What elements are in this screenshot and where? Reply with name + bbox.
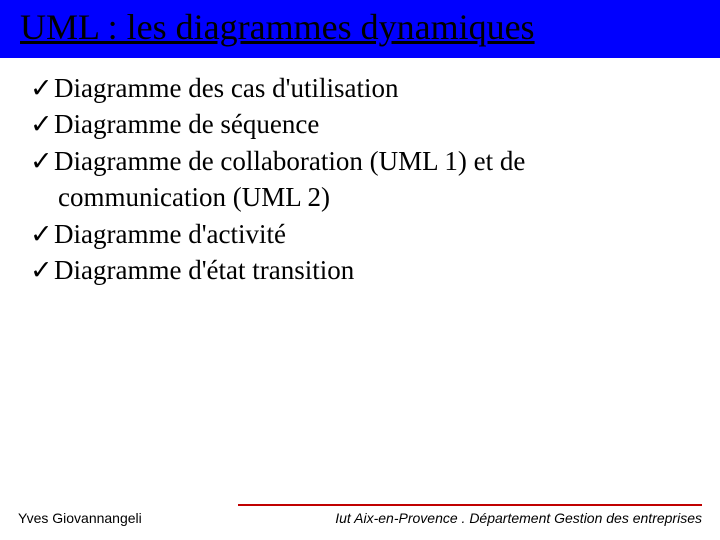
bullet-text: Diagramme de collaboration (UML 1) et de… [54,146,525,212]
list-item: ✓Diagramme des cas d'utilisation [30,70,690,106]
check-icon: ✓ [30,216,54,252]
title-bar: UML : les diagrammes dynamiques [0,0,720,58]
footer-institution: Iut Aix-en-Provence . Département Gestio… [335,510,702,526]
footer-rule [238,504,702,506]
bullet-text: Diagramme des cas d'utilisation [54,73,399,103]
footer-author: Yves Giovannangeli [18,510,142,526]
list-item: ✓Diagramme d'activité [30,216,690,252]
slide-title: UML : les diagrammes dynamiques [20,7,535,47]
check-icon: ✓ [30,143,54,179]
bullet-text: Diagramme d'activité [54,219,286,249]
bullet-text: Diagramme d'état transition [54,255,354,285]
list-item: ✓Diagramme d'état transition [30,252,690,288]
list-item: ✓Diagramme de collaboration (UML 1) et d… [30,143,690,216]
slide-footer: Yves Giovannangeli Iut Aix-en-Provence .… [0,504,720,526]
check-icon: ✓ [30,70,54,106]
bullet-text: Diagramme de séquence [54,109,319,139]
list-item: ✓Diagramme de séquence [30,106,690,142]
check-icon: ✓ [30,106,54,142]
bullet-list: ✓Diagramme des cas d'utilisation ✓Diagra… [30,70,690,289]
slide-content: ✓Diagramme des cas d'utilisation ✓Diagra… [0,58,720,289]
footer-row: Yves Giovannangeli Iut Aix-en-Provence .… [18,510,702,526]
check-icon: ✓ [30,252,54,288]
